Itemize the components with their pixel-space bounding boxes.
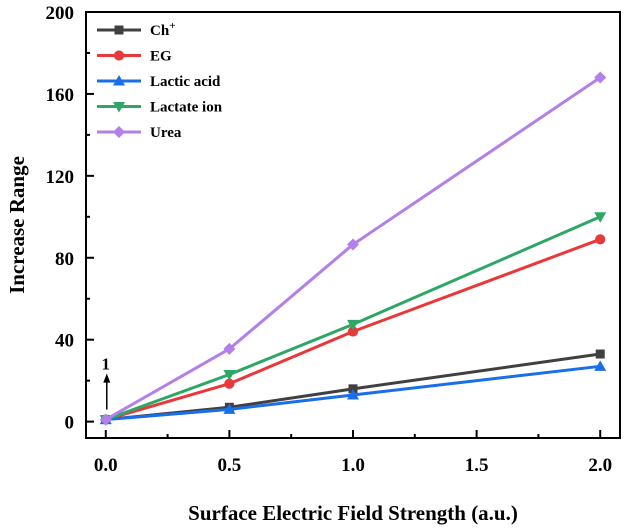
series-lactic-acid (99, 360, 607, 425)
data-point-eg (347, 326, 359, 337)
legend-label-eg: EG (150, 49, 172, 65)
x-tick-label: 2.0 (588, 455, 612, 476)
data-point-eg (595, 234, 606, 245)
legend-marker-eg (113, 50, 125, 61)
data-point-ch (595, 349, 605, 359)
y-axis-title: Increase Range (5, 156, 29, 294)
y-tick-label: 80 (55, 249, 74, 270)
series-line-eg (105, 237, 601, 422)
data-point-urea (99, 413, 112, 426)
legend-superscript: + (169, 20, 175, 32)
data-point-lactate-ion (594, 212, 607, 223)
legend-label-urea: Urea (150, 125, 182, 141)
legend-label-lactate-ion: Lactate ion (150, 100, 223, 116)
x-tick-label: 0.5 (218, 455, 242, 476)
series-line-lactate-ion (105, 215, 601, 421)
legend-marker-ch (114, 25, 124, 35)
x-tick-label: 0.0 (94, 455, 118, 476)
data-point-lactic-acid (594, 360, 607, 371)
y-tick-label: 160 (46, 85, 75, 106)
series-line-urea (105, 76, 602, 421)
legend-marker-lactate-ion (113, 102, 125, 113)
data-point-urea (223, 342, 236, 355)
data-point-lactic-acid (223, 403, 236, 414)
legend-marker-lactic-acid (113, 75, 125, 86)
series-line-lactic-acid (105, 364, 601, 422)
legend: Ch+ EG Lactic acid Lactate ion Urea (97, 20, 223, 141)
x-tick-label: 1.0 (341, 455, 365, 476)
y-tick-label: 120 (46, 167, 75, 188)
legend-marker-urea (113, 126, 125, 138)
data-point-lactate-ion (347, 319, 359, 331)
annotation-arrow-head (103, 373, 111, 383)
legend-label-lactic-acid: Lactic acid (150, 74, 221, 90)
annotation-label: 1 (102, 355, 111, 374)
x-tick-label: 1.5 (465, 455, 489, 476)
y-tick-label: 40 (55, 331, 74, 352)
y-tick-label: 0 (65, 413, 75, 434)
data-point-urea (594, 71, 607, 84)
data-point-ch (348, 384, 358, 394)
legend-label-ch: Ch+ (150, 20, 175, 39)
x-axis-title: Surface Electric Field Strength (a.u.) (188, 501, 518, 525)
y-tick-label: 200 (46, 3, 75, 24)
data-point-lactic-acid (347, 388, 359, 400)
data-point-eg (224, 378, 235, 389)
series-urea (99, 71, 607, 426)
data-point-urea (347, 238, 359, 251)
data-point-lactate-ion (223, 370, 236, 381)
